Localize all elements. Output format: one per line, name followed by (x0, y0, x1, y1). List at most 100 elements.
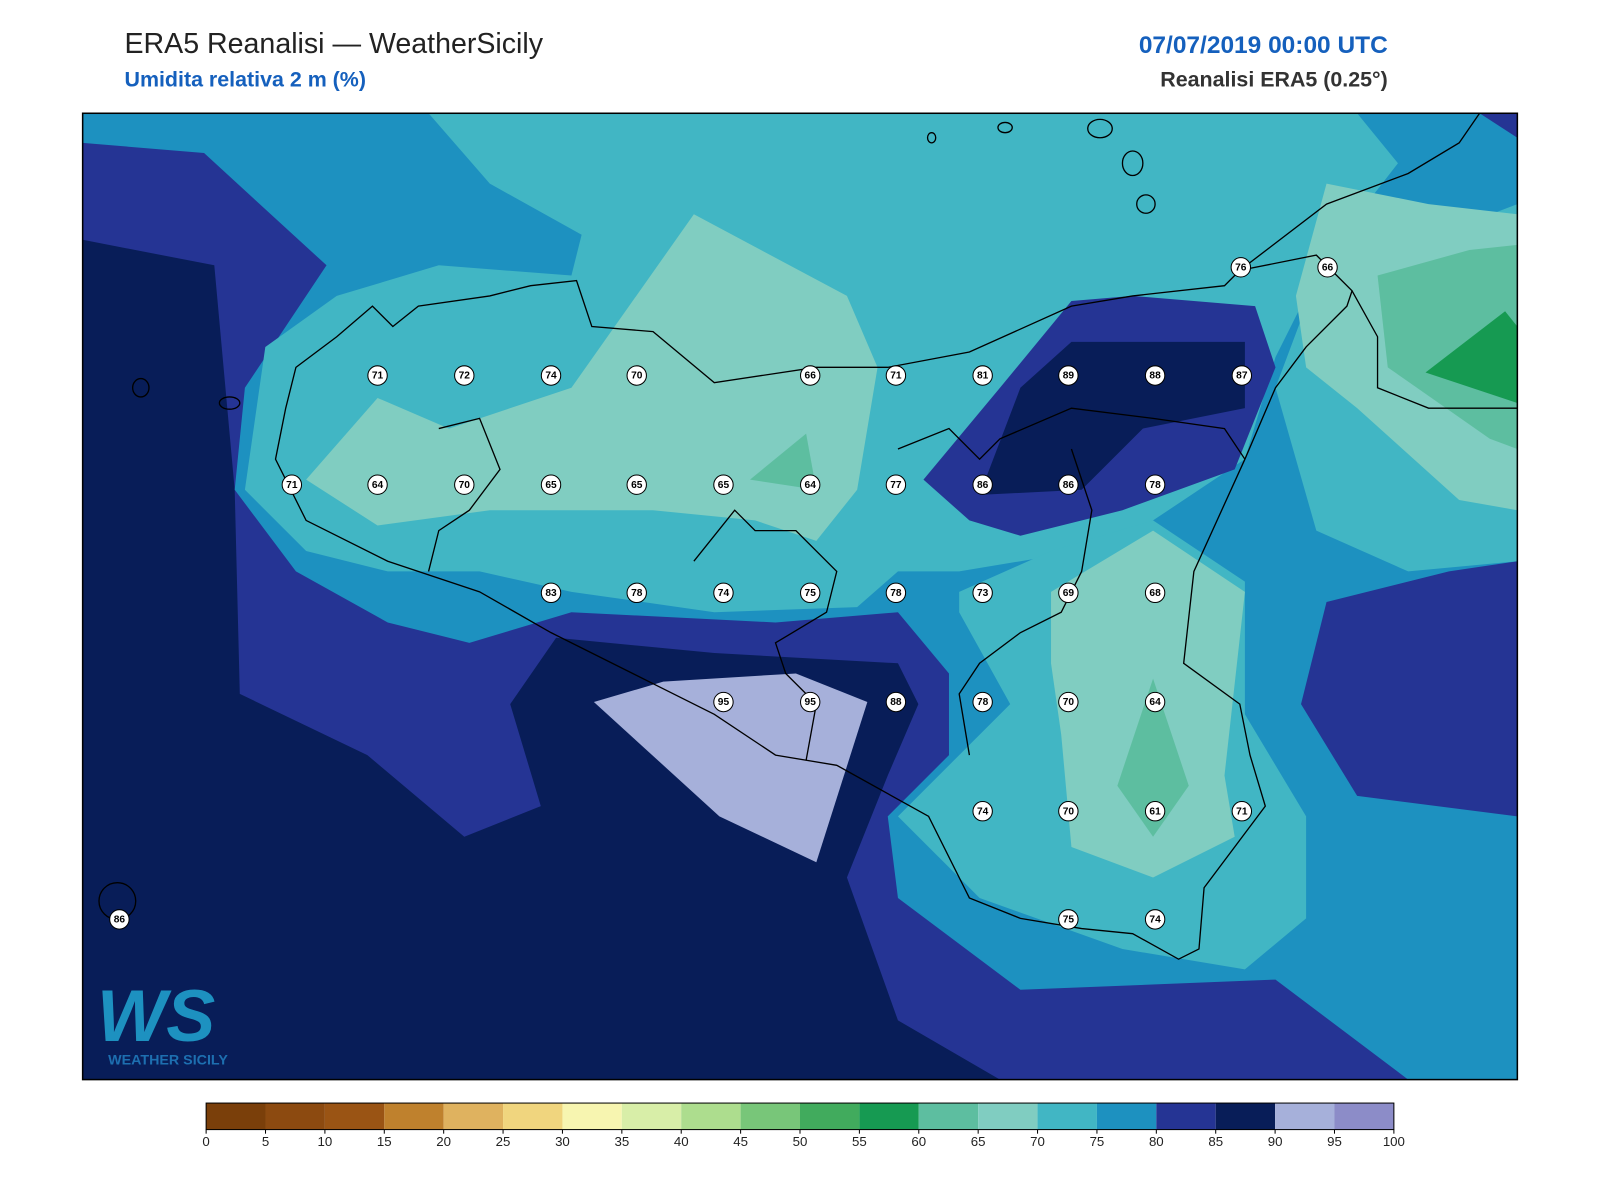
station-value: 86 (1063, 480, 1075, 491)
station-value: 61 (1149, 806, 1161, 817)
station-marker (800, 365, 821, 386)
colorbar-bin (1275, 1103, 1335, 1130)
colorbar-tick-label: 75 (1090, 1134, 1105, 1149)
station-value: 78 (1149, 480, 1161, 491)
station-value: 74 (718, 588, 730, 599)
station-value: 70 (1063, 806, 1075, 817)
colorbar-bin (918, 1103, 979, 1130)
logo-text: WEATHER SICILY (108, 1052, 228, 1068)
station-value: 74 (545, 371, 557, 382)
station-marker (367, 365, 388, 386)
colorbar-bin (681, 1103, 741, 1130)
colorbar-tick-label: 45 (733, 1134, 748, 1149)
station-value: 68 (1149, 588, 1161, 599)
colorbar-tick-label: 80 (1149, 1134, 1164, 1149)
station-marker (972, 582, 993, 604)
station-marker (800, 691, 821, 713)
colorbar-tick-label: 0 (202, 1134, 209, 1149)
colorbar-bin (324, 1103, 385, 1130)
colorbar-tick-label: 20 (436, 1134, 451, 1149)
station-marker (885, 582, 907, 604)
colorbar-tick-label: 60 (911, 1134, 926, 1149)
station-marker (1144, 582, 1166, 604)
station-value: 77 (890, 480, 902, 491)
station-marker (1144, 474, 1166, 495)
colorbar-tick-label: 15 (377, 1134, 392, 1149)
station-marker (972, 801, 993, 822)
station-marker (713, 691, 734, 713)
colorbar-tick-label: 50 (793, 1134, 808, 1149)
colorbar-tick-label: 25 (496, 1134, 511, 1149)
colorbar-tick-label: 100 (1383, 1134, 1405, 1149)
station-marker (1317, 257, 1338, 278)
colorbar-bin (1037, 1103, 1097, 1130)
station-marker (885, 691, 907, 713)
station-value: 70 (459, 480, 471, 491)
station-value: 78 (631, 588, 643, 599)
station-value: 71 (372, 371, 384, 382)
colorbar-tick-label: 65 (971, 1134, 986, 1149)
station-value: 95 (718, 697, 730, 708)
station-value: 86 (977, 480, 989, 491)
colorbar-tick-label: 90 (1268, 1134, 1283, 1149)
station-marker (1058, 474, 1079, 495)
logo-mark: WS (97, 974, 215, 1057)
station-value: 71 (890, 371, 902, 382)
station-value: 88 (890, 697, 902, 708)
logo: WS WEATHER SICILY (97, 974, 228, 1068)
station-marker (885, 365, 907, 386)
station-marker (1058, 365, 1079, 386)
colorbar-bin (1096, 1103, 1157, 1130)
station-marker (1231, 365, 1253, 386)
stations: 76 66 71 72 74 70 66 71 81 89 88 87 71 64 70 65 65 65 64 77… (109, 257, 1338, 930)
station-marker (540, 582, 562, 604)
station-marker (454, 365, 475, 386)
station-value: 66 (1322, 263, 1334, 274)
station-marker (885, 474, 907, 495)
colorbar-tick-label: 70 (1030, 1134, 1045, 1149)
station-value: 65 (631, 480, 643, 491)
station-value: 95 (805, 697, 817, 708)
colorbar-tick-label: 95 (1327, 1134, 1342, 1149)
station-value: 66 (805, 371, 817, 382)
station-marker (540, 474, 562, 495)
station-value: 70 (1063, 697, 1075, 708)
map: 76 66 71 72 74 70 66 71 81 89 88 87 71 64 70 65 65 65 64 77… (82, 113, 1518, 1080)
colorbar-bin (800, 1103, 860, 1130)
station-marker (1144, 691, 1166, 713)
station-value: 76 (1235, 263, 1247, 274)
station-marker (626, 365, 647, 386)
station-value: 81 (977, 371, 989, 382)
station-value: 74 (1149, 915, 1161, 926)
colorbar-bin (978, 1103, 1038, 1130)
station-value: 78 (890, 588, 902, 599)
contours (82, 113, 1518, 1080)
colorbar-tick-label: 10 (318, 1134, 333, 1149)
colorbar-tick-label: 5 (262, 1134, 269, 1149)
station-value: 72 (459, 371, 471, 382)
station-value: 65 (545, 480, 557, 491)
colorbar-bin (206, 1103, 266, 1130)
station-marker (540, 365, 562, 386)
station-marker (1230, 257, 1252, 278)
station-marker (1058, 582, 1079, 604)
station-marker (281, 474, 303, 495)
station-marker (972, 474, 993, 495)
station-marker (713, 474, 734, 495)
station-marker (1144, 365, 1166, 386)
colorbar-bin (1334, 1103, 1394, 1130)
station-value: 75 (805, 588, 817, 599)
station-marker (1058, 801, 1079, 822)
colorbar-bin (621, 1103, 682, 1130)
station-value: 88 (1149, 371, 1161, 382)
colorbar-bin (1215, 1103, 1276, 1130)
coastline (98, 113, 1518, 960)
station-marker (1144, 909, 1166, 930)
station-marker (800, 582, 821, 604)
station-value: 64 (805, 480, 817, 491)
colorbar: 0 5 10 15 20 25 30 35 40 45 50 55 60 65 70 75 80 85 90 95 10… (202, 1102, 1405, 1149)
title: ERA5 Reanalisi — WeatherSicily (124, 28, 543, 60)
station-marker (454, 474, 475, 495)
station-value: 71 (286, 480, 298, 491)
